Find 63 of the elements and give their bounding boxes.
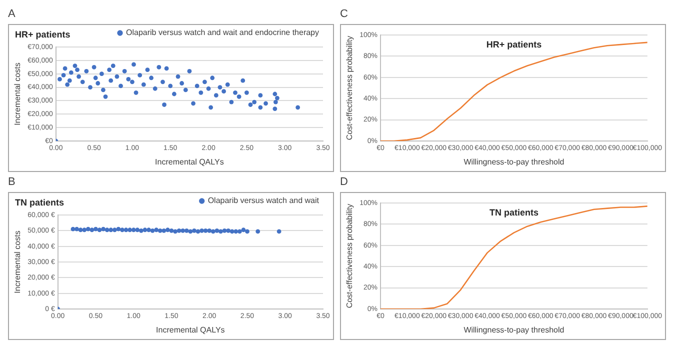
y-axis-title: Cost-effectiveness probability (345, 204, 354, 308)
point (82, 228, 87, 232)
point (116, 226, 121, 232)
point (188, 229, 193, 234)
x-axis-title: Willingness-to-pay threshold (464, 325, 564, 334)
point (230, 229, 234, 234)
point (86, 226, 90, 232)
point (135, 228, 140, 232)
point (241, 228, 246, 232)
point (173, 229, 178, 234)
point (150, 228, 155, 233)
point (146, 228, 151, 232)
point (90, 228, 94, 232)
text: C (340, 8, 348, 20)
point (245, 229, 250, 234)
point (256, 229, 260, 234)
point (207, 228, 212, 233)
text: HR+ patients (486, 39, 542, 50)
text: B (8, 176, 16, 188)
chart-title: HR+ patients (15, 29, 70, 40)
point (165, 228, 170, 232)
point (210, 229, 216, 234)
point (97, 228, 102, 232)
point (203, 228, 208, 233)
point (128, 228, 132, 232)
point (276, 229, 282, 234)
point (214, 228, 220, 233)
chart-title: TN patients (15, 197, 64, 208)
point (218, 229, 223, 234)
text: TN patients (489, 207, 538, 218)
point (112, 228, 117, 232)
point (124, 228, 128, 232)
point (184, 228, 189, 233)
point (94, 226, 98, 232)
point (154, 228, 159, 232)
point (237, 229, 242, 234)
legend-label: Olaparib versus watch and wait (208, 196, 320, 206)
point (108, 228, 114, 232)
text: D (340, 176, 348, 188)
y-axis-title: Incremental costs (13, 230, 22, 294)
point (180, 228, 186, 233)
point (138, 228, 144, 233)
point (176, 228, 182, 233)
point (158, 228, 162, 233)
legend-label: Olaparib versus watch and wait and endocrine therapy (126, 28, 319, 38)
point (192, 228, 196, 233)
y-axis-title: Cost-effectiveness probability (345, 36, 354, 140)
point (222, 228, 227, 233)
y-axis-title: Incremental costs (13, 62, 22, 126)
text: A (8, 8, 16, 20)
point (101, 226, 106, 232)
point (104, 228, 110, 232)
point (226, 228, 231, 233)
point (120, 228, 124, 232)
x-axis-title: Willingness-to-pay threshold (464, 157, 564, 166)
point (131, 228, 136, 232)
x-axis-title: Incremental QALYs (155, 157, 224, 166)
point (74, 226, 79, 232)
point (78, 228, 83, 232)
point (162, 228, 166, 233)
x-axis-title: Incremental QALYs (156, 325, 225, 334)
point (169, 228, 174, 233)
point (200, 228, 204, 233)
